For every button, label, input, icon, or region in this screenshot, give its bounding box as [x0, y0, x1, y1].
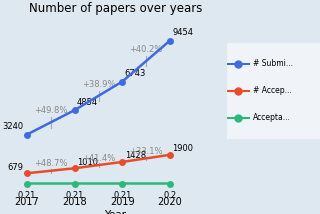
Text: 679: 679: [7, 163, 23, 172]
Text: 1900: 1900: [172, 144, 193, 153]
Text: 0.21: 0.21: [66, 191, 84, 200]
Text: 0.21: 0.21: [18, 191, 36, 200]
Text: 4854: 4854: [77, 98, 98, 107]
Text: +41.4%: +41.4%: [82, 154, 115, 163]
Text: 3240: 3240: [2, 122, 23, 131]
Text: # Accep...: # Accep...: [253, 86, 292, 95]
Text: 6743: 6743: [125, 70, 146, 79]
Text: 1010: 1010: [77, 158, 98, 167]
Text: 0.21: 0.21: [113, 191, 132, 200]
Text: Accepta...: Accepta...: [253, 113, 291, 122]
Text: +38.9%: +38.9%: [82, 80, 115, 89]
X-axis label: Year: Year: [104, 210, 126, 214]
Title: Number of papers over years: Number of papers over years: [28, 1, 202, 15]
Text: 1428: 1428: [125, 152, 146, 160]
Text: 0.2: 0.2: [164, 191, 177, 200]
Text: +40.2%: +40.2%: [130, 45, 163, 54]
Text: +48.7%: +48.7%: [34, 159, 68, 168]
Text: +33.1%: +33.1%: [129, 147, 163, 156]
Text: 9454: 9454: [172, 28, 193, 37]
Text: # Submi...: # Submi...: [253, 59, 293, 68]
Text: +49.8%: +49.8%: [34, 107, 68, 116]
